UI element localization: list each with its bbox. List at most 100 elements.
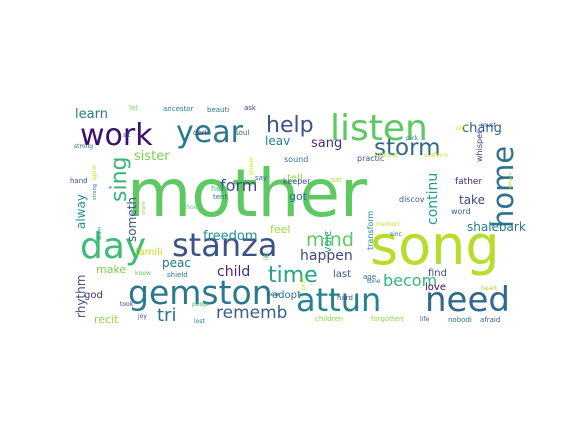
word-knew: knew — [135, 270, 151, 277]
word-memori: memori — [376, 221, 400, 228]
word-form: form — [220, 176, 257, 195]
word-take: take — [459, 193, 485, 207]
word-must: must — [481, 122, 497, 129]
word-litt: litt — [263, 251, 270, 260]
word-time: time — [268, 263, 318, 288]
word-famili: famili — [135, 247, 163, 258]
word-let: let — [129, 104, 138, 112]
word-rhythm: rhythm — [74, 275, 88, 318]
word-remain: remain — [508, 172, 514, 190]
word-home: home — [486, 146, 520, 228]
word-heal: heal — [211, 184, 228, 193]
word-hand: hand — [70, 177, 88, 185]
word-keeper: keeper — [283, 177, 311, 186]
word-forgotten: forgotten — [371, 315, 403, 323]
word-took: took — [120, 301, 134, 308]
word-sat: sat — [331, 176, 342, 184]
word-lost: lost — [194, 318, 205, 325]
word-whisper: whisper — [475, 130, 484, 162]
word-voic: voic — [321, 231, 334, 253]
word-sit: sit — [123, 132, 131, 139]
word-attun: attun — [296, 281, 381, 319]
word-dark: dark — [193, 129, 210, 137]
word-outform: outform — [424, 152, 448, 159]
word-say: say — [255, 174, 267, 182]
word-ignor: ignor — [91, 164, 98, 180]
word-sound: sound — [284, 155, 308, 164]
word-leav: leav — [265, 134, 290, 148]
word-adopt: adopt — [272, 290, 301, 301]
word-becom: becom — [383, 271, 437, 290]
word-practic: practic — [357, 154, 384, 163]
word-stanza: stanza — [172, 226, 278, 264]
word-shalebark: shalebark — [467, 220, 526, 234]
word-power: power — [248, 156, 255, 175]
word-choos: choos — [183, 204, 201, 211]
word-discov: discov — [399, 195, 425, 204]
word-beauti: beauti — [207, 106, 229, 114]
word-mother: mother — [127, 155, 368, 232]
word-soul: soul — [235, 129, 249, 137]
word-need: need — [425, 280, 510, 320]
word-alway: alway — [74, 194, 88, 229]
word-year: year — [176, 115, 244, 150]
word-heart: heart — [481, 285, 498, 292]
word-peopl: peopl — [192, 301, 209, 308]
word-storm: storm — [374, 135, 441, 161]
word-strong: strong — [74, 143, 93, 150]
word-nobodi: nobodi — [448, 316, 472, 324]
word-ancestor: ancestor — [163, 105, 194, 113]
word-make: make — [96, 263, 126, 276]
word-word: word — [451, 207, 471, 216]
word-father: father — [455, 177, 482, 187]
word-continu: continu — [425, 173, 441, 225]
word-strong: strong — [92, 184, 98, 200]
word-without: without — [375, 152, 398, 159]
word-children: children — [315, 315, 343, 323]
word-freedom: freedom — [203, 229, 258, 244]
word-got: got — [289, 190, 308, 203]
word-pick: pick — [406, 135, 419, 142]
word-tent: tent — [213, 193, 227, 201]
word-old: old — [456, 125, 465, 132]
word-shield: shield — [167, 271, 188, 279]
word-joy: joy — [137, 313, 147, 320]
word-afraid: afraid — [480, 316, 500, 324]
word-hard: hard — [337, 294, 353, 302]
word-ask: ask — [244, 104, 257, 112]
word-last: last — [333, 269, 351, 280]
word-help: help — [266, 113, 314, 138]
word-tri: tri — [157, 305, 176, 326]
word-learn: learn — [75, 107, 108, 122]
word-chang: chang — [462, 121, 502, 136]
word-child: child — [217, 264, 250, 280]
word-work: work — [80, 118, 153, 153]
word-listen: listen — [330, 108, 428, 149]
word-life: life — [420, 316, 429, 323]
word-sinc: sinc — [390, 231, 402, 238]
word-love: love — [425, 282, 446, 293]
word-sang: sang — [311, 136, 342, 151]
word-god: god — [84, 290, 103, 301]
word-prais: prais — [300, 275, 307, 290]
word-sing: sing — [107, 157, 132, 202]
word-rememb: rememb — [216, 303, 287, 323]
word-song: song — [370, 214, 500, 277]
word-recit: recit — [94, 313, 119, 326]
word-happen: happen — [300, 248, 353, 264]
word-drum: drum — [97, 227, 103, 240]
word-transform: transform — [366, 211, 375, 250]
word-gemston: gemston — [128, 273, 273, 312]
word-new: new — [267, 291, 279, 298]
word-peac: peac — [162, 256, 191, 270]
word-mind: mind — [306, 229, 354, 251]
word-day: day — [80, 226, 146, 267]
word-sister: sister — [134, 149, 170, 164]
word-find: find — [428, 268, 447, 279]
word-feel: feel — [270, 223, 290, 236]
word-tell: tell — [287, 173, 303, 184]
word-share: share — [141, 201, 147, 215]
word-age: age — [363, 273, 376, 281]
word-someth: someth — [125, 197, 139, 242]
